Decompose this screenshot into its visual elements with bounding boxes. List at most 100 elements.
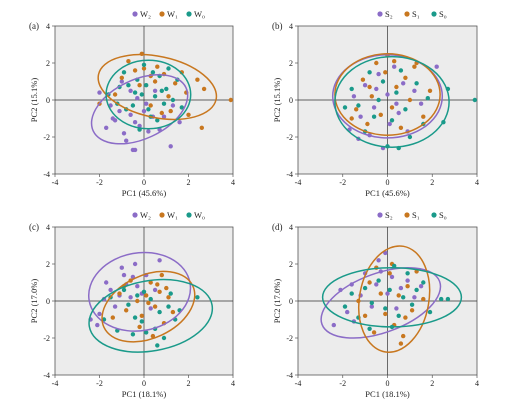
- data-point: [155, 282, 160, 287]
- data-point: [365, 121, 370, 127]
- data-point: [168, 144, 173, 149]
- data-point: [376, 278, 381, 283]
- legend-entry: S₀: [439, 9, 447, 19]
- data-point: [126, 59, 131, 64]
- data-point: [418, 284, 424, 289]
- data-point: [389, 274, 395, 280]
- y-tick-label: 0: [46, 96, 50, 105]
- data-point: [345, 309, 350, 315]
- data-point: [387, 287, 392, 293]
- legend-marker: [377, 11, 383, 17]
- data-point: [403, 107, 408, 112]
- x-axis-label: PC1 (45.6%): [122, 188, 167, 198]
- data-point: [376, 71, 381, 77]
- data-point: [146, 129, 151, 134]
- data-point: [166, 304, 171, 309]
- data-point: [427, 309, 433, 315]
- data-point: [367, 70, 372, 75]
- x-tick-label: -2: [96, 379, 103, 388]
- data-point: [170, 309, 176, 315]
- legend-entry: S₂: [385, 210, 393, 220]
- x-tick-label: 2: [187, 379, 191, 388]
- data-point: [141, 289, 147, 294]
- data-point: [392, 59, 397, 64]
- confidence-ellipse: [101, 270, 196, 343]
- confidence-ellipse: [97, 53, 218, 121]
- x-tick-label: 0: [386, 379, 390, 388]
- x-tick-label: 0: [386, 178, 390, 187]
- data-point: [119, 75, 125, 81]
- data-point: [396, 313, 401, 318]
- data-point: [349, 291, 354, 296]
- data-point: [168, 108, 173, 114]
- legend-entry: S₁: [412, 9, 420, 19]
- data-point: [369, 94, 374, 99]
- data-point: [132, 315, 138, 320]
- legend-marker: [159, 212, 165, 218]
- data-point: [445, 296, 451, 302]
- legend-entry: W₁: [167, 9, 178, 19]
- data-point: [128, 112, 133, 118]
- data-point: [374, 60, 379, 66]
- data-point: [421, 280, 426, 285]
- data-point: [152, 94, 158, 99]
- y-tick-label: 2: [46, 59, 50, 68]
- data-point: [139, 319, 144, 324]
- data-point: [401, 333, 406, 339]
- data-point: [398, 341, 404, 346]
- data-point: [152, 287, 158, 293]
- data-point: [376, 258, 381, 263]
- data-point: [360, 77, 366, 82]
- data-point: [150, 333, 156, 339]
- data-point: [155, 343, 160, 348]
- legend-entry: W₀: [194, 9, 205, 19]
- y-tick-label: -4: [43, 170, 50, 179]
- legend-entry: W₁: [167, 210, 178, 220]
- y-tick-label: 0: [289, 297, 293, 306]
- legend-entry: W₀: [194, 210, 205, 220]
- data-point: [398, 68, 404, 73]
- data-point: [141, 62, 147, 67]
- data-point: [374, 86, 379, 92]
- data-point: [177, 120, 182, 125]
- data-point: [389, 118, 395, 123]
- data-point: [358, 114, 363, 119]
- data-point: [179, 105, 184, 110]
- data-point: [130, 332, 136, 337]
- confidence-ellipse: [87, 251, 192, 332]
- panel-b: -4 -2 0 2 4 -4 -2 0 2 4 PC1 (45.6%) PC2 (15.1%) (b) S…: [272, 9, 479, 198]
- confidence-ellipse: [331, 53, 444, 139]
- data-point: [342, 105, 348, 110]
- data-point: [342, 304, 348, 309]
- legend-marker: [431, 212, 437, 218]
- panel-d: -4 -2 0 2 4 -4 -2 0 2 4 PC1 (18.1%) PC2 (17.0%) (d) S…: [272, 210, 479, 399]
- data-point: [121, 131, 127, 136]
- data-point: [398, 125, 404, 130]
- data-point: [383, 70, 388, 75]
- legend-marker: [404, 11, 410, 17]
- legend-marker: [132, 11, 138, 17]
- data-point: [396, 293, 401, 298]
- data-point: [414, 287, 419, 293]
- data-point: [356, 103, 361, 108]
- confidence-ellipse: [320, 267, 442, 339]
- data-point: [418, 101, 424, 106]
- data-point: [110, 315, 116, 320]
- confidence-ellipse: [90, 74, 189, 145]
- data-point: [385, 291, 390, 296]
- data-point: [371, 105, 377, 110]
- data-point: [376, 97, 381, 103]
- data-point: [121, 70, 127, 75]
- data-point: [166, 66, 171, 71]
- y-tick-label: -2: [286, 334, 293, 343]
- data-point: [128, 295, 133, 300]
- panel-label: (c): [29, 222, 39, 232]
- data-point: [164, 86, 169, 92]
- data-point: [166, 94, 171, 99]
- data-point: [110, 116, 116, 121]
- data-point: [354, 107, 359, 112]
- data-point: [152, 304, 158, 309]
- data-point: [117, 291, 122, 296]
- legend-entry: S₂: [385, 9, 393, 19]
- plot-content: [87, 251, 214, 353]
